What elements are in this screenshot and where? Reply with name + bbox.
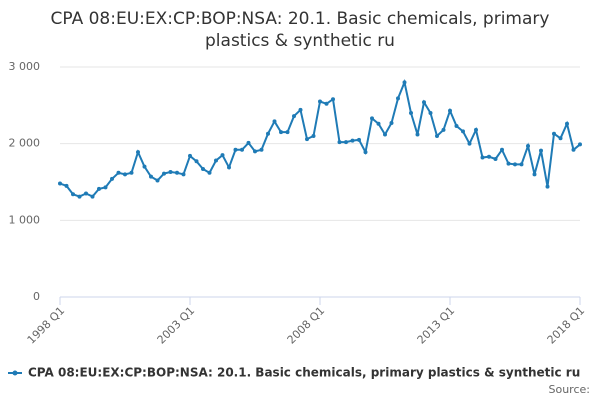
point bbox=[454, 124, 459, 129]
x-tick-label: 2018 Q1 bbox=[545, 304, 588, 347]
point bbox=[71, 192, 75, 197]
point bbox=[558, 136, 563, 141]
point bbox=[64, 183, 69, 188]
point bbox=[58, 181, 62, 186]
point bbox=[279, 130, 283, 135]
point bbox=[474, 127, 478, 132]
point bbox=[363, 150, 368, 155]
point bbox=[298, 107, 303, 112]
point bbox=[389, 120, 394, 125]
point bbox=[578, 142, 582, 147]
point bbox=[337, 140, 342, 145]
point bbox=[344, 140, 348, 145]
point bbox=[188, 153, 192, 158]
point bbox=[168, 170, 173, 175]
point bbox=[493, 157, 498, 161]
y-tick-label: 1 000 bbox=[9, 213, 41, 226]
point bbox=[201, 166, 205, 171]
point bbox=[233, 147, 238, 152]
x-tick-label: 2003 Q1 bbox=[155, 304, 198, 347]
point bbox=[129, 170, 134, 175]
point bbox=[461, 129, 465, 134]
point bbox=[565, 121, 569, 126]
y-tick-label: 0 bbox=[33, 290, 40, 303]
point bbox=[207, 170, 212, 175]
point bbox=[357, 137, 361, 142]
legend-label: CPA 08:EU:EX:CP:BOP:NSA: 20.1. Basic che… bbox=[28, 366, 580, 380]
point bbox=[370, 116, 374, 121]
point bbox=[487, 154, 491, 159]
point bbox=[513, 162, 517, 167]
point bbox=[350, 138, 355, 143]
point bbox=[331, 97, 335, 102]
source: Source: bbox=[549, 383, 591, 396]
chart-title: CPA 08:EU:EX:CP:BOP:NSA: 20.1. Basic che… bbox=[50, 9, 550, 51]
point bbox=[435, 134, 439, 138]
point bbox=[324, 101, 329, 106]
point bbox=[428, 111, 433, 115]
point bbox=[175, 170, 179, 175]
point bbox=[292, 114, 296, 119]
point bbox=[305, 137, 309, 142]
point bbox=[90, 194, 95, 199]
point bbox=[136, 150, 140, 155]
point bbox=[123, 172, 127, 177]
y-tick-label: 3 000 bbox=[9, 60, 41, 73]
point bbox=[448, 108, 452, 113]
point bbox=[162, 171, 166, 176]
point bbox=[240, 147, 244, 152]
point bbox=[480, 155, 485, 160]
point bbox=[194, 159, 199, 164]
point bbox=[506, 161, 511, 166]
point bbox=[266, 131, 270, 136]
point bbox=[253, 149, 257, 154]
point bbox=[181, 172, 186, 177]
point bbox=[311, 134, 316, 138]
point bbox=[285, 130, 290, 135]
point bbox=[97, 186, 101, 191]
point bbox=[571, 147, 576, 152]
x-tick-label: 1998 Q1 bbox=[25, 304, 68, 347]
point bbox=[259, 147, 264, 152]
point bbox=[402, 80, 407, 85]
point bbox=[149, 174, 153, 179]
line bbox=[59, 78, 581, 198]
point bbox=[409, 111, 413, 115]
point bbox=[552, 131, 556, 136]
point bbox=[383, 132, 387, 137]
point bbox=[84, 191, 88, 196]
point bbox=[539, 148, 543, 153]
point bbox=[110, 176, 114, 181]
point bbox=[519, 162, 524, 167]
point bbox=[155, 178, 160, 183]
point bbox=[246, 140, 251, 145]
legend-marker bbox=[12, 370, 18, 376]
y-tick-label: 2 000 bbox=[9, 137, 41, 150]
point bbox=[545, 184, 550, 189]
point bbox=[318, 99, 322, 104]
point bbox=[103, 185, 108, 190]
point bbox=[441, 127, 446, 132]
point bbox=[272, 119, 277, 124]
point bbox=[214, 158, 218, 163]
point bbox=[467, 141, 472, 146]
point bbox=[532, 172, 537, 177]
x-tick-label: 2013 Q1 bbox=[415, 304, 458, 347]
point bbox=[227, 165, 231, 170]
point bbox=[500, 147, 504, 152]
point bbox=[396, 96, 400, 101]
point bbox=[422, 100, 426, 105]
point bbox=[376, 121, 381, 126]
point bbox=[116, 170, 121, 175]
point bbox=[415, 132, 420, 137]
point bbox=[77, 194, 82, 199]
point bbox=[142, 164, 147, 169]
point bbox=[526, 143, 530, 148]
x-tick-label: 2008 Q1 bbox=[285, 304, 328, 347]
point bbox=[220, 153, 225, 158]
